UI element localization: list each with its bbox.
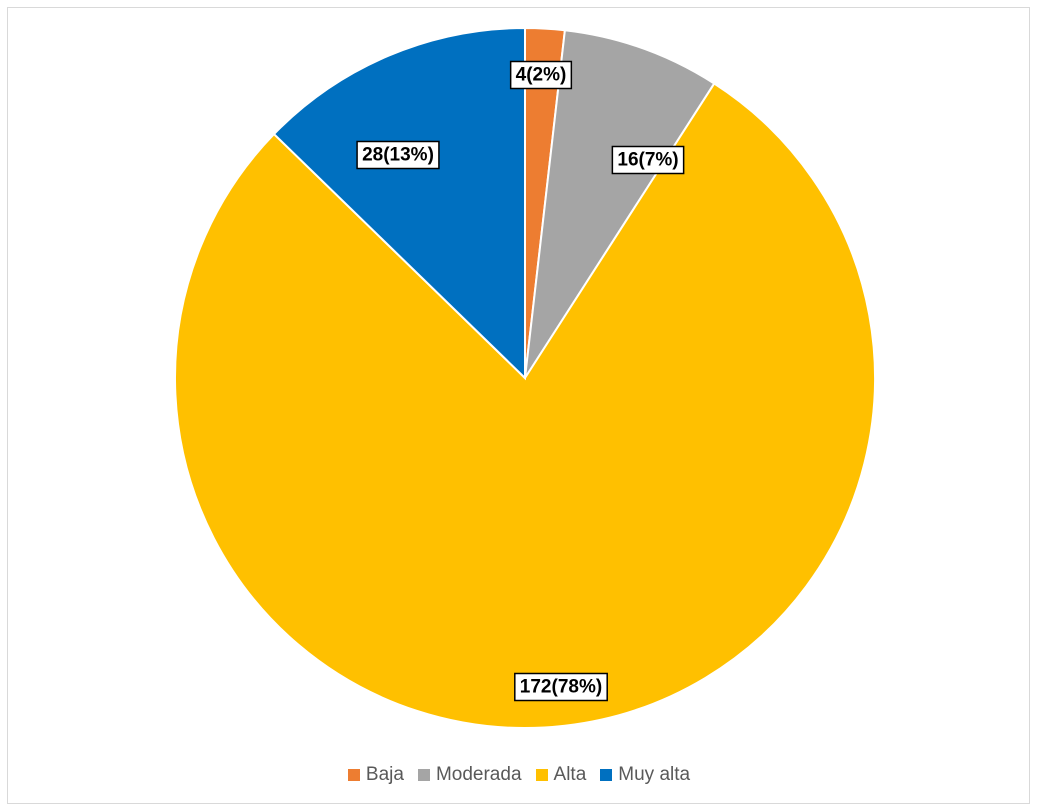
legend-swatch-moderada (417, 769, 430, 781)
data-label-text: 4(2%) (516, 65, 567, 86)
data-label-baja: 4(2%) (509, 60, 573, 90)
legend-label-muy-alta: Muy alta (618, 764, 691, 785)
legend-label-alta: Alta (553, 764, 587, 785)
legend-label-baja: Baja (365, 764, 404, 785)
pie-slice-muy-alta (272, 26, 526, 381)
legend-item-muy-alta: Muy alta (600, 764, 690, 786)
legend-swatch-baja (347, 769, 360, 781)
data-label-text: 16(7%) (617, 150, 678, 171)
legend-label-moderada: Moderada (435, 764, 522, 785)
data-label-box (611, 145, 685, 175)
data-label-alta: 172(78%) (514, 672, 608, 702)
legend-item-alta: Alta (535, 764, 587, 786)
legend-item-moderada: Moderada (417, 764, 522, 786)
pie-slice-moderada (524, 29, 716, 379)
data-label-text: 172(78%) (520, 677, 602, 698)
legend-swatch-muy-alta (600, 769, 613, 781)
legend: Baja Moderada Alta Muy alta (0, 761, 1038, 789)
data-label-text: 28(13%) (362, 145, 434, 166)
data-label-box (356, 140, 440, 170)
pie-slice-alta (174, 82, 876, 729)
data-label-muy-alta: 28(13%) (356, 140, 440, 170)
pie-chart: 4(2%) 16(7%) 172(78%) 28(13%) (174, 26, 876, 729)
data-label-box (509, 60, 573, 90)
data-label-box (514, 672, 608, 702)
legend-swatch-alta (535, 769, 548, 781)
data-label-moderada: 16(7%) (611, 145, 685, 175)
legend-item-baja: Baja (347, 764, 404, 786)
